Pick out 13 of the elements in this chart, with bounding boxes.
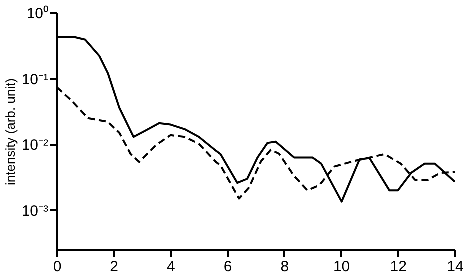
x-tick-label: 4 (167, 258, 176, 276)
y-axis-title: intensity (arb. unit) (2, 78, 18, 186)
x-tick-label: 8 (280, 258, 290, 276)
y-tick-label: 10⁻³ (22, 202, 48, 220)
x-tick-label: 0 (53, 258, 62, 276)
x-tick-label: 14 (447, 258, 464, 276)
x-tick-label: 2 (110, 258, 119, 276)
x-tick-label: 6 (224, 258, 232, 276)
x-tick-label: 12 (390, 258, 407, 276)
y-tick-label: 10⁰ (26, 6, 48, 22)
x-tick-label: 10 (333, 258, 350, 276)
y-tick-label: 10⁻¹ (22, 71, 48, 88)
y-tick-label: 10⁻² (22, 137, 48, 154)
